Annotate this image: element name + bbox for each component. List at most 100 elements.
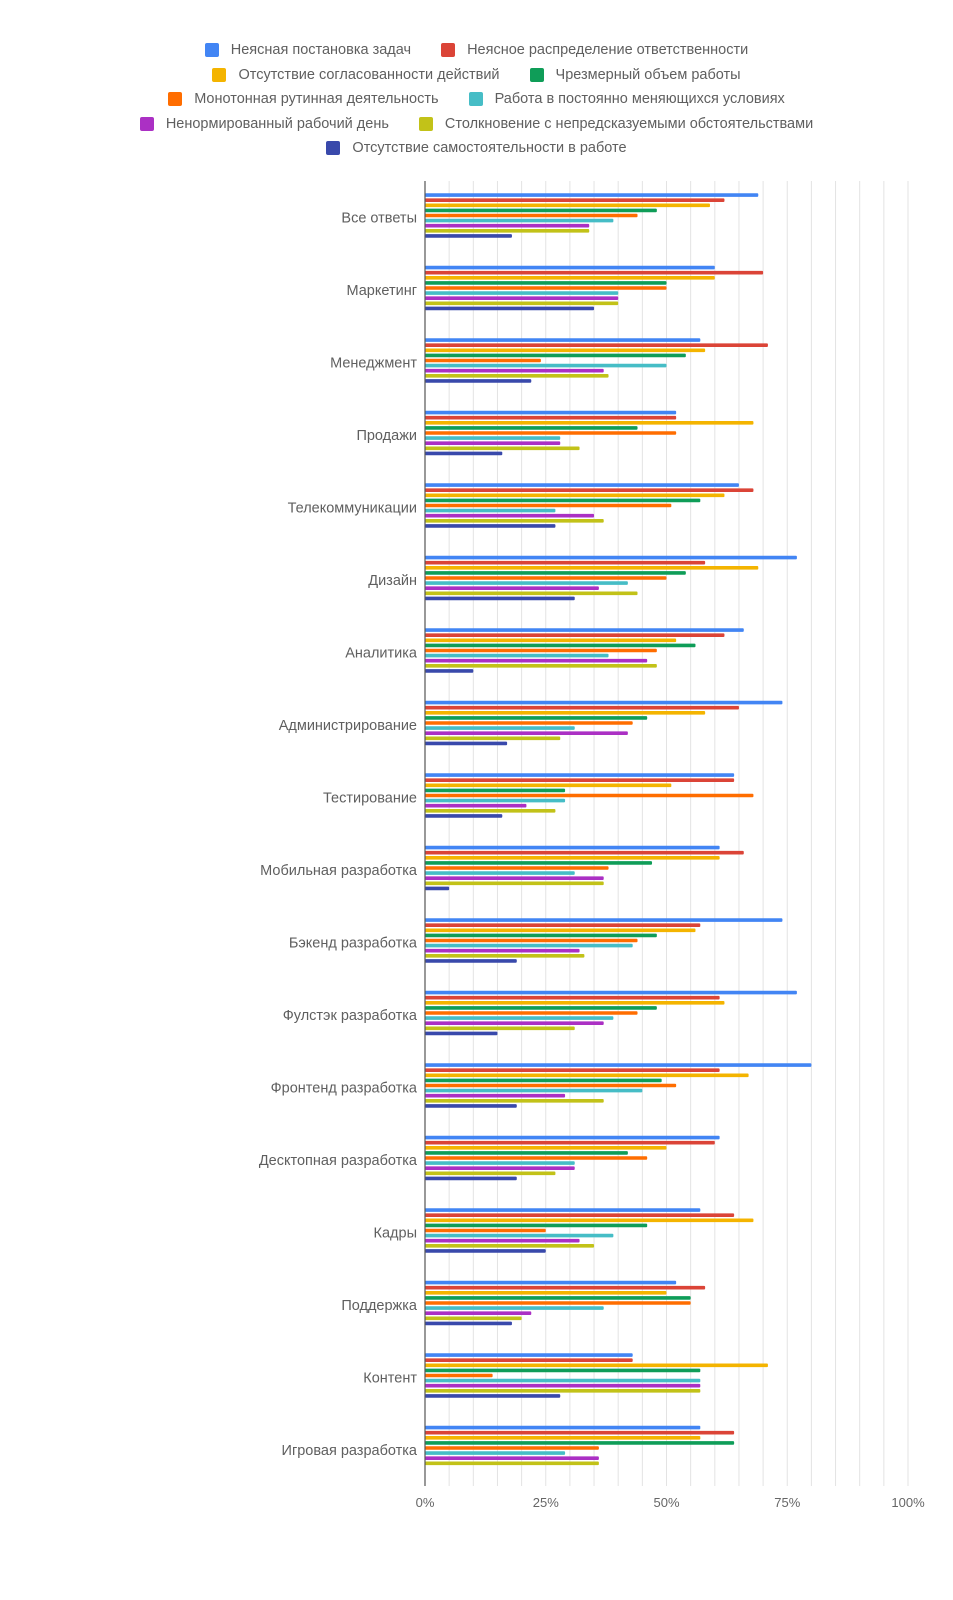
bar	[425, 508, 556, 513]
bar	[425, 1063, 812, 1067]
bar	[425, 581, 628, 585]
bar	[425, 1135, 720, 1140]
bar	[425, 576, 667, 580]
x-tick-label: 25%	[533, 1495, 559, 1510]
bar	[425, 648, 657, 653]
category-label: Десктопная разработка	[259, 1153, 418, 1169]
bar	[425, 1378, 701, 1383]
bar	[425, 286, 667, 290]
bar	[425, 513, 595, 518]
legend-item[interactable]: Монотонная рутинная деятельность	[168, 91, 439, 108]
bar	[425, 1016, 614, 1020]
category-label: Фулстэк разработка	[283, 1008, 418, 1024]
bar	[425, 1316, 522, 1321]
bar	[425, 596, 575, 601]
bar	[425, 886, 450, 891]
category-label: Аналитика	[345, 645, 418, 661]
bar	[425, 628, 744, 632]
bar	[425, 1368, 701, 1373]
bar	[425, 871, 575, 875]
bar	[425, 374, 609, 378]
bar	[425, 483, 739, 487]
legend-label: Чрезмерный объем работы	[555, 66, 741, 83]
legend-swatch	[168, 92, 183, 107]
legend-swatch	[212, 67, 227, 82]
bar	[425, 1441, 735, 1445]
bar	[425, 669, 474, 673]
category-label: Тестирование	[323, 790, 417, 806]
category-label: Все ответы	[341, 210, 417, 226]
bar	[425, 1213, 735, 1217]
bar	[425, 803, 527, 808]
bar	[425, 446, 580, 451]
bar	[425, 876, 604, 880]
bar	[425, 1291, 667, 1295]
bar	[425, 353, 686, 358]
bar	[425, 773, 735, 777]
legend-item[interactable]: Отсутствие самостоятельности в работе	[326, 140, 627, 157]
legend-label: Отсутствие самостоятельности в работе	[352, 140, 627, 157]
bar	[425, 933, 657, 938]
bar	[425, 379, 532, 383]
bar	[425, 1353, 633, 1357]
category-label: Контент	[363, 1370, 417, 1386]
category-label: Дизайн	[368, 573, 417, 589]
bar	[425, 436, 561, 440]
bar	[425, 270, 764, 275]
bar	[425, 306, 595, 311]
bar	[425, 1280, 677, 1285]
bar	[425, 1358, 633, 1362]
bar	[425, 301, 619, 306]
bar	[425, 653, 609, 658]
bar	[425, 1073, 749, 1078]
bar	[425, 664, 657, 668]
bar	[425, 995, 720, 1000]
legend-item[interactable]: Столкновение с непредсказуемыми обстояте…	[418, 116, 813, 132]
legend-label: Неясное распределение ответственности	[467, 42, 749, 59]
bar	[425, 918, 783, 922]
bar	[425, 1176, 517, 1181]
category-label: Бэкенд разработка	[289, 935, 418, 951]
bar	[425, 700, 783, 705]
bar	[425, 861, 653, 865]
bar	[425, 711, 706, 715]
bar	[425, 203, 710, 208]
category-label: Маркетинг	[347, 283, 418, 299]
bar	[425, 1031, 498, 1036]
bar	[425, 198, 725, 202]
bar	[425, 1456, 599, 1460]
bar	[425, 798, 566, 803]
bar	[425, 633, 725, 637]
legend-label: Монотонная рутинная деятельность	[194, 91, 439, 108]
bar	[425, 1436, 701, 1440]
bar	[425, 555, 797, 560]
bar	[425, 213, 638, 218]
legend-row: Монотонная рутинная деятельность Работа в…	[0, 87, 953, 112]
bar	[425, 1383, 701, 1388]
bar	[425, 291, 619, 295]
x-tick-label: 50%	[653, 1495, 679, 1510]
bar	[425, 1238, 580, 1243]
legend-item[interactable]: Неясная постановка задач	[204, 42, 411, 58]
legend-item[interactable]: Работа в постоянно меняющихся условиях	[468, 91, 785, 107]
bar	[425, 1223, 648, 1228]
legend-label: Ненормированный рабочий день	[165, 115, 389, 132]
bar	[425, 1218, 754, 1223]
legend-item[interactable]: Ненормированный рабочий день	[139, 115, 389, 132]
bar	[425, 1088, 643, 1093]
bar	[425, 1104, 517, 1108]
bar	[425, 193, 759, 197]
bar	[425, 358, 541, 363]
bar	[425, 788, 566, 793]
bar	[425, 928, 696, 933]
legend-item[interactable]: Чрезмерный объем работы	[529, 66, 741, 83]
bar	[425, 1363, 768, 1368]
legend-item[interactable]: Отсутствие согласованности действий	[212, 67, 500, 83]
bar	[425, 560, 706, 565]
bar	[425, 1285, 706, 1290]
bar	[425, 1026, 575, 1031]
legend-item[interactable]: Неясное распределение ответственности	[441, 42, 748, 58]
bar	[425, 1430, 735, 1435]
bar	[425, 726, 575, 730]
bar	[425, 741, 508, 746]
